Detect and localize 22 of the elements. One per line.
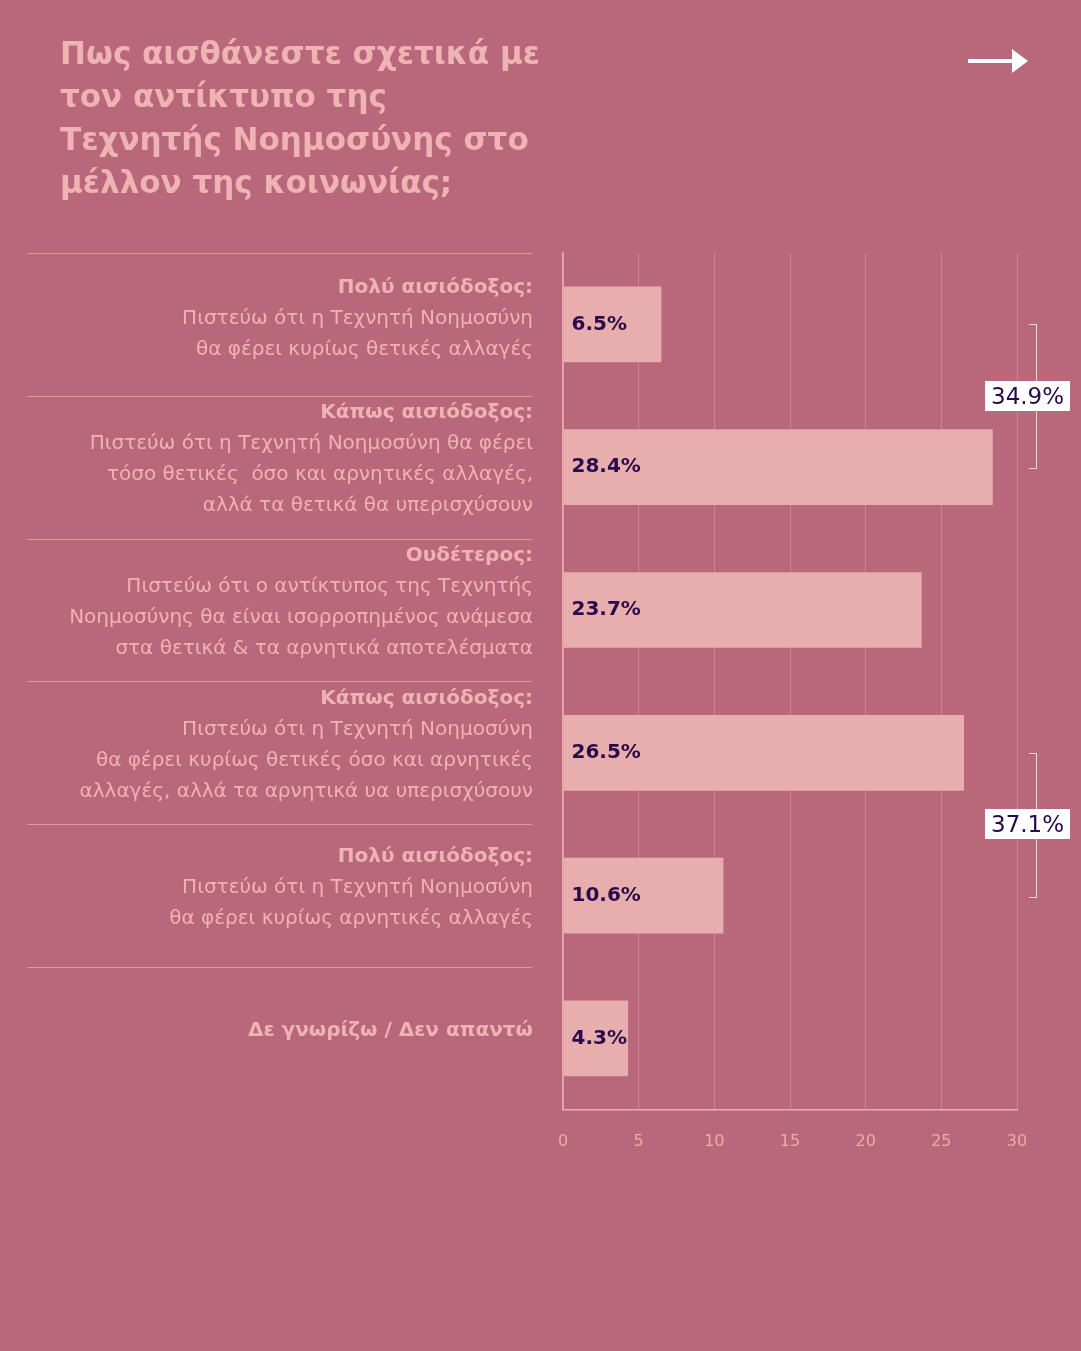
x-tick-label: 0	[557, 1130, 569, 1150]
y-tick-label: Ουδέτερος: Πιστεύω ότι ο αντίκτυπος της Τεχνητής Νοημοσύνης θα είναι ισορροπημένος ανάμεσα στα θετικά & τα αρνητικά αποτελέσματα	[69, 541, 533, 659]
y-tick-label: Δε γνωρίζω / Δεν απαντώ	[247, 1016, 533, 1041]
data-label: 10.6%	[571, 881, 641, 906]
data-label: 28.4%	[571, 453, 641, 478]
x-tick-label: 20	[855, 1130, 876, 1150]
y-tick-label: Πολύ αισιόδοξος: Πιστεύω ότι η Τεχνητή Νοημοσύνη θα φέρει κυρίως θετικές αλλαγές	[182, 273, 533, 360]
data-label: 26.5%	[571, 739, 641, 763]
x-tick-label: 15	[779, 1130, 801, 1150]
annotation: 37.1%	[985, 809, 1071, 840]
x-tick-label: 10	[704, 1130, 725, 1150]
data-label: 6.5%	[571, 310, 627, 335]
x-tick-label: 5	[633, 1130, 644, 1150]
x-tick-label: 25	[931, 1130, 952, 1150]
annotation: 34.9%	[985, 380, 1071, 411]
text: Πως αισθάνεστε σχετικά με τον αντίκτυπο της Τεχνητής Νοημοσύνης στο μέλλον της κοινωνίας;	[60, 34, 541, 202]
x-tick-label: 30	[1006, 1130, 1028, 1150]
data-label: 23.7%	[571, 596, 641, 621]
y-tick-label: Κάπως αισιόδοξος: Πιστεύω ότι η Τεχνητή Νοημοσύνη θα φέρει κυρίως θετικές όσο και αρνητικές αλλαγές, αλλά τα αρνητικά υα υπερισχύσουν	[79, 684, 533, 802]
y-tick-label: Κάπως αισιόδοξος: Πιστεύω ότι η Τεχνητή Νοημοσύνη θα φέρει τόσο θετικές όσο και αρνητικές αλλαγές, αλλά τα θετικά θα υπερισχύσουν	[89, 398, 534, 516]
y-tick-label: Πολύ αισιόδοξος: Πιστεύω ότι η Τεχνητή Νοημοσύνη θα φέρει κυρίως αρνητικές αλλαγές	[169, 842, 533, 929]
data-label: 4.3%	[571, 1024, 627, 1049]
